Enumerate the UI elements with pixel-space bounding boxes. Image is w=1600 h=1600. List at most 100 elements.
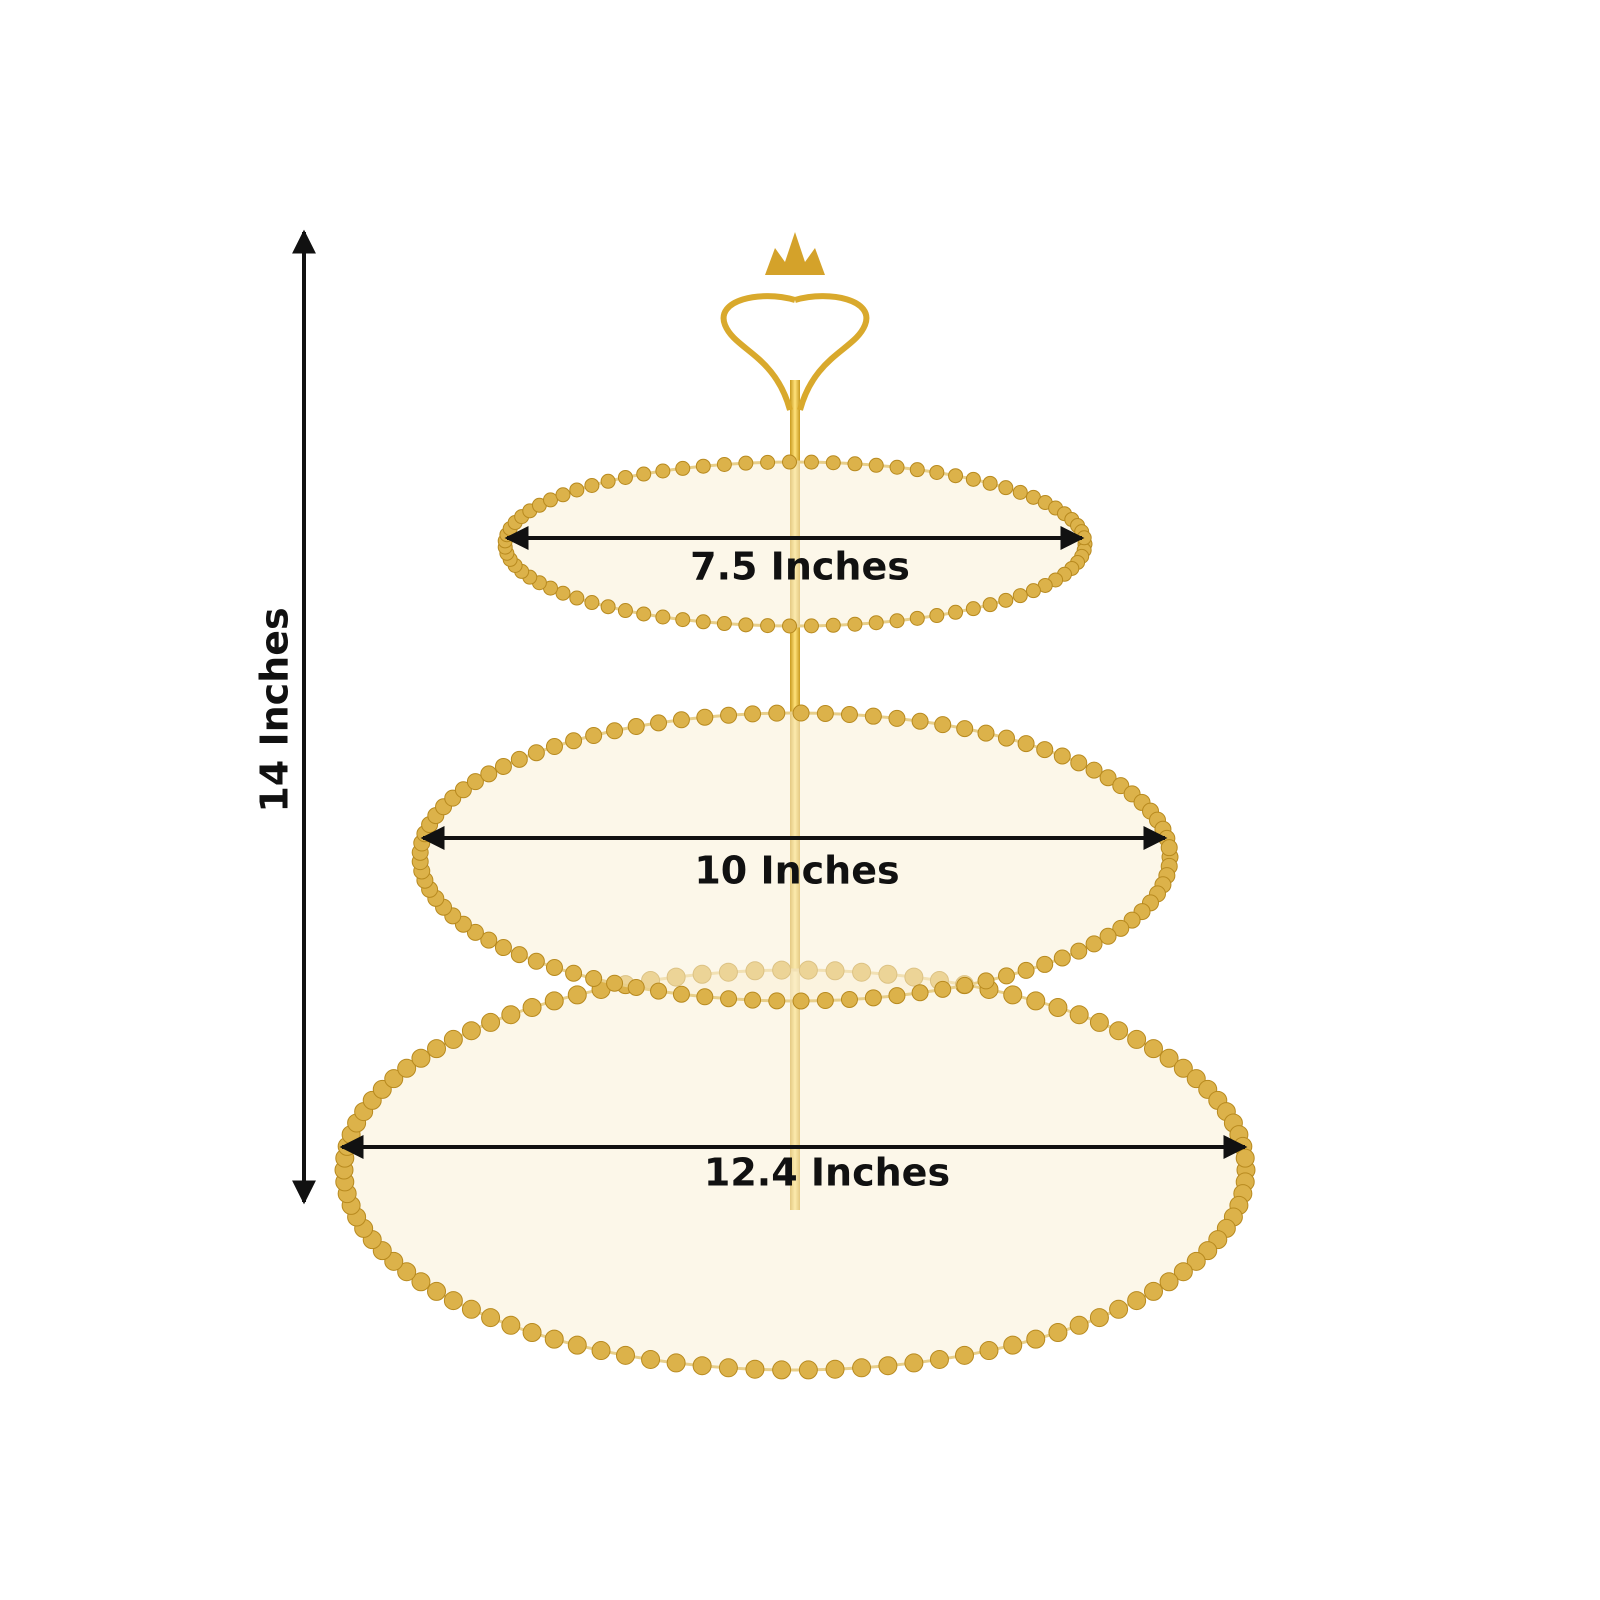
bead — [716, 616, 732, 632]
bead — [864, 707, 882, 725]
bead — [1017, 961, 1035, 979]
bead — [1160, 839, 1178, 857]
bead — [569, 590, 585, 606]
bead — [934, 980, 952, 998]
bead — [977, 724, 995, 742]
bead — [760, 454, 776, 470]
bead — [427, 1039, 447, 1059]
bead — [1012, 588, 1028, 604]
bead — [527, 952, 545, 970]
bead — [1099, 769, 1117, 787]
bead — [411, 1272, 431, 1292]
bead — [982, 475, 998, 491]
bead — [738, 617, 754, 633]
bead — [675, 460, 691, 476]
bead — [555, 585, 571, 601]
bead — [384, 1069, 404, 1089]
bead — [816, 704, 834, 722]
handle — [720, 293, 870, 411]
bead — [782, 618, 798, 634]
bead — [616, 1345, 636, 1365]
bead — [868, 457, 884, 473]
bead — [545, 958, 563, 976]
bead — [864, 989, 882, 1007]
bead — [397, 1262, 417, 1282]
bead — [617, 469, 633, 485]
bead — [1099, 927, 1117, 945]
bead — [584, 595, 600, 611]
bead — [443, 1029, 463, 1049]
bead — [443, 1291, 463, 1311]
bead — [585, 727, 603, 745]
bead — [929, 1349, 949, 1369]
bead — [1048, 998, 1068, 1018]
bead — [888, 709, 906, 727]
bead — [567, 1335, 587, 1355]
bead — [494, 939, 512, 957]
bead — [1109, 1299, 1129, 1319]
bead — [1173, 1058, 1193, 1078]
bead — [544, 991, 564, 1011]
bead — [1085, 935, 1103, 953]
bead — [1143, 1039, 1163, 1059]
bead — [466, 923, 484, 941]
bead — [1036, 741, 1054, 759]
bead — [494, 757, 512, 775]
bead — [585, 969, 603, 987]
bead — [481, 1012, 501, 1032]
bead — [1048, 1322, 1068, 1342]
bead — [982, 597, 998, 613]
bead — [696, 708, 714, 726]
bead — [461, 1021, 481, 1041]
bead — [889, 613, 905, 629]
bead — [569, 482, 585, 498]
bead — [461, 1299, 481, 1319]
bead — [911, 984, 929, 1002]
bead — [878, 1356, 898, 1376]
bead — [617, 603, 633, 619]
bead — [1017, 735, 1035, 753]
bead — [672, 711, 690, 729]
bead — [954, 1345, 974, 1365]
bead — [696, 988, 714, 1006]
bead — [847, 456, 863, 472]
bead — [1025, 583, 1041, 599]
bead — [522, 998, 542, 1018]
bead — [929, 464, 945, 480]
bead — [997, 967, 1015, 985]
bead — [466, 773, 484, 791]
bead — [965, 601, 981, 617]
bead — [1085, 761, 1103, 779]
bead — [934, 716, 952, 734]
bead — [1012, 484, 1028, 500]
bead — [998, 592, 1014, 608]
bead — [760, 618, 776, 634]
bead — [956, 720, 974, 738]
bead — [672, 985, 690, 1003]
bead — [600, 473, 616, 489]
bead — [692, 1356, 712, 1376]
bead — [825, 1359, 845, 1379]
bead — [798, 1360, 818, 1380]
bead — [888, 987, 906, 1005]
bead — [1069, 1005, 1089, 1025]
bead — [965, 471, 981, 487]
bead — [904, 1353, 924, 1373]
bead — [666, 1353, 686, 1373]
bead — [792, 992, 810, 1010]
bead — [544, 1329, 564, 1349]
bead — [1089, 1308, 1109, 1328]
bead — [716, 456, 732, 472]
bead — [606, 722, 624, 740]
bead — [627, 718, 645, 736]
bead — [555, 487, 571, 503]
bead — [481, 1308, 501, 1328]
bead — [1186, 1251, 1206, 1271]
bead — [1026, 991, 1046, 1011]
bead — [510, 750, 528, 768]
bead — [411, 1048, 431, 1068]
bead — [427, 1281, 447, 1301]
bead — [744, 991, 762, 1009]
bead — [1089, 1012, 1109, 1032]
